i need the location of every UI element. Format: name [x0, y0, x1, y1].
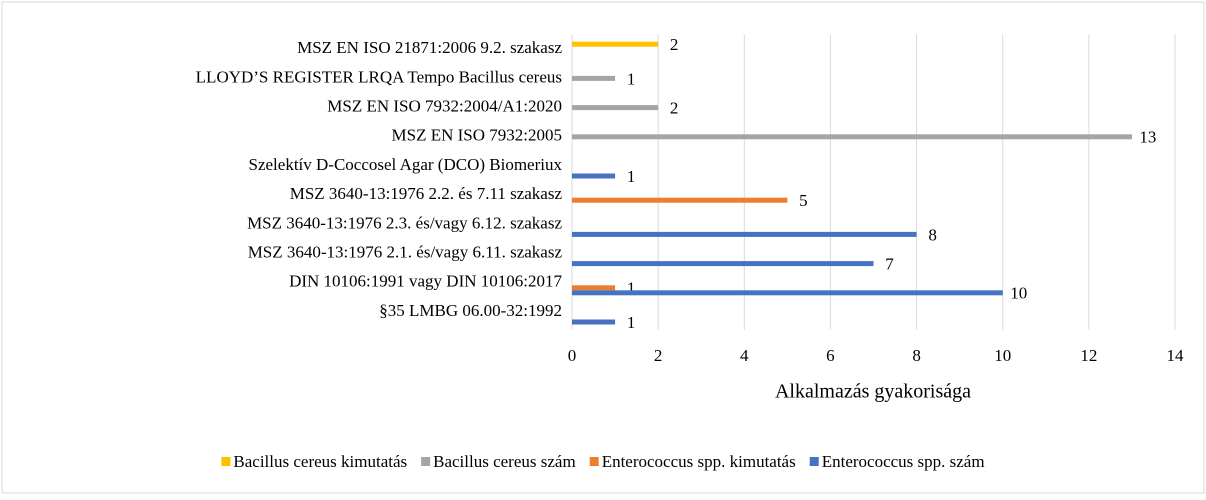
x-tick-label: 14: [1167, 346, 1185, 365]
bar: [572, 134, 1132, 140]
legend-label: Bacillus cereus szám: [433, 452, 576, 471]
data-label: 2: [670, 99, 679, 118]
bar: [572, 285, 616, 291]
bar: [572, 105, 659, 111]
legend-marker: [221, 457, 231, 466]
bar: [572, 261, 874, 267]
data-label: 10: [1010, 284, 1027, 303]
y-tick-label: MSZ 3640-13:1976 2.2. és 7.11 szakasz: [290, 184, 563, 203]
y-tick-label: MSZ EN ISO 7932:2005: [392, 126, 562, 145]
x-tick-label: 8: [912, 346, 921, 365]
y-tick-label: MSZ EN ISO 21871:2006 9.2. szakasz: [297, 38, 562, 57]
bar: [572, 231, 917, 237]
y-tick-label: DIN 10106:1991 vagy DIN 10106:2017: [289, 272, 562, 291]
legend-marker: [809, 457, 819, 466]
data-label: 13: [1139, 128, 1156, 147]
y-tick-label: §35 LMBG 06.00-32:1992: [379, 301, 562, 320]
x-tick-label: 10: [994, 346, 1011, 365]
data-label: 5: [799, 191, 808, 210]
y-tick-label: Szelektív D-Coccosel Agar (DCO) Biomeriu…: [249, 155, 563, 174]
bar: [572, 319, 616, 325]
y-tick-label: MSZ EN ISO 7932:2004/A1:2020: [327, 97, 562, 116]
x-tick-label: 12: [1080, 346, 1097, 365]
x-tick-label: 0: [568, 346, 577, 365]
x-tick-label: 6: [826, 346, 835, 365]
x-tick-label: 4: [740, 346, 749, 365]
bar: [572, 290, 1003, 296]
bar: [572, 41, 659, 47]
legend-marker: [589, 457, 599, 466]
y-tick-label: LLOYD’S REGISTER LRQA Tempo Bacillus cer…: [196, 67, 562, 86]
legend-label: Enterococcus spp. kimutatás: [602, 452, 796, 471]
data-label: 1: [627, 279, 636, 298]
legend-marker: [421, 457, 431, 466]
bar: [572, 173, 616, 179]
data-label: 1: [627, 69, 636, 88]
legend-label: Enterococcus spp. szám: [822, 452, 985, 471]
data-label: 1: [627, 313, 636, 332]
data-label: 8: [928, 225, 937, 244]
x-axis-title: Alkalmazás gyakorisága: [775, 381, 971, 403]
bar: [572, 75, 616, 81]
bar: [572, 197, 788, 203]
data-label: 1: [627, 167, 636, 186]
y-tick-label: MSZ 3640-13:1976 2.1. és/vagy 6.11. szak…: [248, 243, 563, 262]
x-tick-label: 2: [654, 346, 663, 365]
legend-label: Bacillus cereus kimutatás: [233, 452, 407, 471]
y-tick-label: MSZ 3640-13:1976 2.3. és/vagy 6.12. szak…: [247, 213, 562, 232]
data-label: 7: [885, 255, 894, 274]
data-label: 2: [670, 35, 679, 54]
